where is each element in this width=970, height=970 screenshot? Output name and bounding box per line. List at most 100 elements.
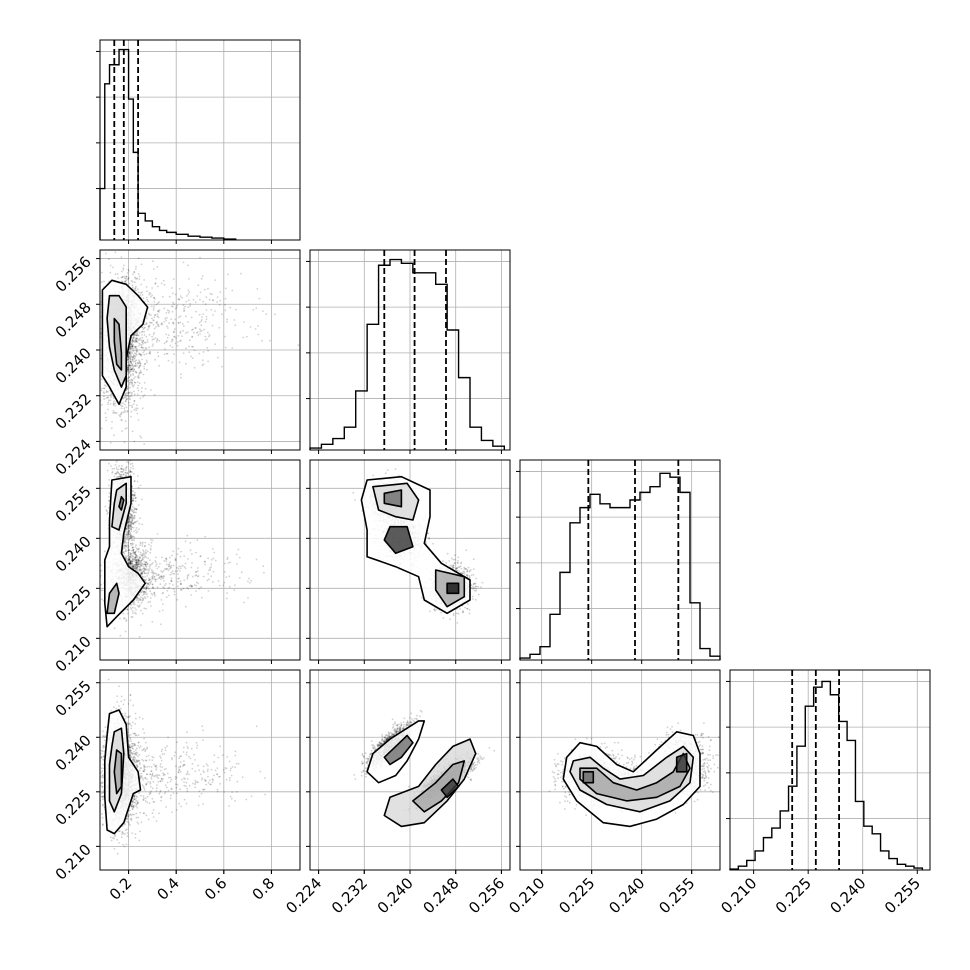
scatter-point [214, 279, 217, 281]
scatter-point [166, 568, 169, 570]
scatter-point [145, 588, 147, 591]
scatter-point [100, 589, 102, 592]
scatter-point [133, 384, 136, 386]
scatter-point [154, 358, 157, 361]
scatter-point [226, 318, 229, 321]
scatter-point [208, 567, 211, 569]
scatter-point [164, 348, 166, 350]
scatter-point [124, 394, 126, 396]
scatter-point [137, 565, 140, 568]
scatter-point [130, 552, 133, 555]
scatter-point [136, 565, 139, 567]
scatter-point [199, 298, 201, 301]
scatter-point [136, 560, 138, 563]
scatter-point [134, 556, 136, 559]
scatter-point [131, 367, 134, 370]
scatter-point [100, 427, 103, 430]
scatter-point [155, 321, 158, 324]
scatter-point [163, 283, 166, 286]
scatter-point [145, 286, 148, 288]
scatter-point [130, 378, 133, 381]
scatter-point [133, 408, 136, 411]
scatter-point [128, 520, 131, 523]
scatter-point [170, 340, 173, 343]
scatter-point [204, 535, 207, 538]
scatter-point [131, 519, 134, 522]
scatter-point [129, 469, 131, 471]
scatter-point [131, 520, 134, 522]
scatter-point [120, 467, 122, 470]
scatter-point [134, 360, 137, 363]
scatter-point [200, 596, 203, 599]
scatter-point [101, 403, 103, 406]
scatter-point [207, 287, 209, 290]
scatter-point [158, 610, 161, 613]
scatter-point [161, 556, 163, 559]
scatter-point [129, 368, 132, 371]
scatter-point [177, 298, 180, 301]
scatter-point [165, 560, 168, 562]
scatter-point [129, 364, 132, 367]
scatter-point [127, 268, 130, 271]
scatter-point [135, 567, 138, 569]
scatter-point [147, 325, 150, 328]
scatter-point [94, 591, 96, 593]
scatter-point [127, 368, 130, 371]
scatter-point [131, 516, 133, 518]
scatter-point [143, 586, 146, 589]
scatter-point [228, 575, 231, 578]
scatter-point [134, 546, 137, 548]
scatter-point [162, 279, 165, 282]
scatter-point [155, 326, 157, 328]
scatter-point [130, 604, 132, 606]
scatter-point [133, 368, 136, 371]
scatter-point [130, 364, 133, 367]
scatter-point [127, 525, 130, 528]
scatter-point [171, 361, 174, 364]
scatter-point [142, 570, 145, 573]
scatter-point [151, 583, 154, 586]
scatter-point [141, 326, 144, 329]
scatter-point [100, 389, 103, 392]
scatter-point [155, 572, 157, 575]
scatter-point [122, 469, 125, 472]
scatter-point [234, 584, 236, 586]
scatter-point [158, 565, 160, 568]
scatter-point [134, 365, 137, 367]
scatter-point [135, 337, 137, 340]
scatter-point [132, 273, 135, 275]
scatter-point [132, 552, 135, 555]
scatter-point [150, 545, 152, 547]
scatter-point [126, 535, 129, 538]
scatter-point [135, 265, 137, 268]
scatter-point [209, 568, 212, 571]
scatter-point [135, 529, 137, 532]
scatter-point [133, 567, 136, 569]
scatter-point [227, 273, 230, 276]
scatter-point [105, 252, 107, 255]
scatter-point [154, 578, 157, 581]
scatter-point [132, 566, 134, 569]
scatter-point [157, 285, 159, 288]
scatter-point [136, 330, 139, 333]
scatter-point [170, 579, 173, 582]
scatter-point [127, 367, 130, 369]
scatter-point [165, 316, 168, 319]
scatter-point [129, 562, 132, 565]
scatter-point [160, 570, 163, 572]
scatter-point [130, 562, 132, 565]
scatter-point [127, 521, 129, 523]
scatter-point [125, 545, 127, 548]
scatter-point [149, 551, 152, 554]
scatter-point [129, 347, 132, 350]
scatter-point [161, 576, 164, 579]
scatter-point [126, 397, 128, 400]
scatter-point [252, 309, 255, 311]
scatter-point [143, 334, 146, 336]
scatter-point [130, 525, 133, 528]
scatter-point [144, 562, 147, 564]
scatter-point [128, 527, 131, 530]
scatter-point [141, 556, 144, 558]
scatter-point [197, 582, 200, 585]
scatter-point [132, 223, 134, 225]
